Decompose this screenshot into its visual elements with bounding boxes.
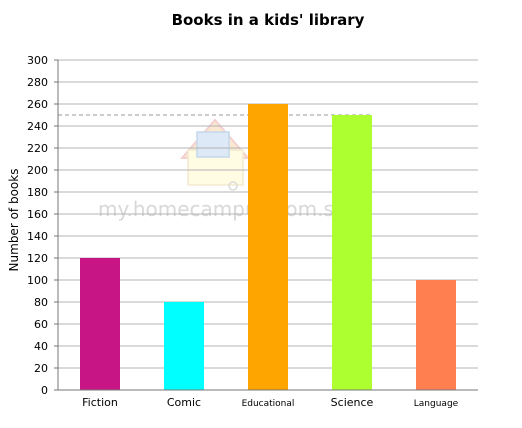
bar-educational — [248, 104, 288, 390]
y-tick-label: 280 — [27, 76, 48, 89]
chart-title: Books in a kids' library — [172, 11, 365, 29]
y-tick-label: 0 — [41, 384, 48, 397]
y-tick-label: 200 — [27, 164, 48, 177]
y-tick-label: 80 — [34, 296, 48, 309]
y-tick-label: 240 — [27, 120, 48, 133]
bars — [80, 104, 456, 390]
y-tick-label: 140 — [27, 230, 48, 243]
bar-science — [332, 115, 372, 390]
y-tick-label: 100 — [27, 274, 48, 287]
house-logo-icon — [179, 118, 251, 191]
y-tick-label: 180 — [27, 186, 48, 199]
y-tick-label: 20 — [34, 362, 48, 375]
y-tick-label: 300 — [27, 54, 48, 67]
y-tick-label: 40 — [34, 340, 48, 353]
x-tick-labels: Fiction Comic Educational Science Language — [82, 396, 459, 409]
y-axis-label: Number of books — [7, 169, 21, 272]
y-tick-label: 220 — [27, 142, 48, 155]
y-tick-label: 60 — [34, 318, 48, 331]
x-tick-label: Educational — [242, 399, 295, 409]
x-tick-label: Fiction — [82, 396, 118, 409]
y-tick-label: 260 — [27, 98, 48, 111]
y-tick-label: 160 — [27, 208, 48, 221]
y-tick-label: 120 — [27, 252, 48, 265]
x-tick-label: Language — [414, 399, 459, 409]
axes — [54, 59, 478, 391]
x-tick-label: Comic — [167, 396, 201, 409]
bar-language — [416, 280, 456, 390]
watermark-text: my.homecampus.com.sg — [98, 197, 347, 221]
x-tick-label: Science — [331, 396, 374, 409]
bar-fiction — [80, 258, 120, 390]
bar-comic — [164, 302, 204, 390]
watermark: my.homecampus.com.sg — [98, 118, 347, 221]
y-tick-labels: 0 20 40 60 80 100 120 140 160 180 200 220 240 260 280 3… — [27, 54, 48, 397]
